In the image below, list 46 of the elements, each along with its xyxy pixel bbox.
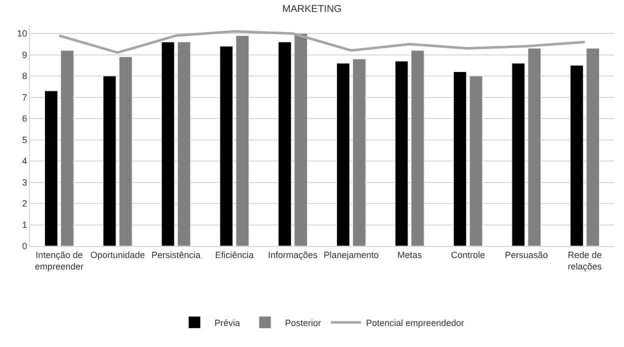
bar xyxy=(177,42,191,246)
y-tick-label: 3 xyxy=(22,177,28,188)
bar xyxy=(220,46,234,246)
bar xyxy=(512,63,526,246)
y-tick-label: 4 xyxy=(22,156,28,166)
bar xyxy=(102,76,116,246)
bar xyxy=(60,50,74,246)
legend-label: Posterior xyxy=(285,318,322,328)
y-tick-label: 8 xyxy=(22,71,28,82)
bar xyxy=(278,42,292,246)
x-tick-label: Metas xyxy=(397,250,422,260)
bar xyxy=(410,50,424,246)
bar xyxy=(586,48,600,246)
bar xyxy=(118,56,132,246)
x-tick-label: Oportunidade xyxy=(90,250,145,260)
bar xyxy=(236,35,250,246)
y-tick-label: 6 xyxy=(22,114,28,124)
y-tick-label: 1 xyxy=(22,220,28,230)
y-tick-label: 2 xyxy=(22,198,28,209)
bar xyxy=(336,63,350,246)
bar xyxy=(394,60,408,246)
y-tick-label: 7 xyxy=(22,92,28,102)
bar xyxy=(352,58,366,246)
bar xyxy=(469,76,483,246)
bar xyxy=(528,48,542,246)
x-tick-label: Eficiência xyxy=(215,250,254,260)
bar xyxy=(161,42,175,246)
y-tick-label: 5 xyxy=(22,134,28,145)
bar xyxy=(453,72,467,246)
bar xyxy=(294,33,308,246)
legend-label: Potencial empreendedor xyxy=(366,318,464,328)
x-tick-label: Rede de relações xyxy=(568,250,602,272)
x-tick-label: Persistência xyxy=(151,250,201,260)
line-series xyxy=(58,30,586,54)
x-tick-label: Persuasão xyxy=(504,250,548,260)
x-tick-label: Informações xyxy=(268,250,318,260)
y-tick-label: 9 xyxy=(22,50,28,60)
chart-title: MARKETING xyxy=(282,4,342,16)
x-tick-label: Planejamento xyxy=(324,250,379,260)
x-tick-label: Intenção de empreender xyxy=(34,250,84,272)
x-tick-label: Controle xyxy=(450,250,486,260)
y-tick-label: 10 xyxy=(17,28,28,39)
bar xyxy=(570,65,584,246)
legend-label: Prévia xyxy=(214,318,240,328)
bar xyxy=(44,90,58,246)
y-tick-label: 0 xyxy=(22,241,28,252)
